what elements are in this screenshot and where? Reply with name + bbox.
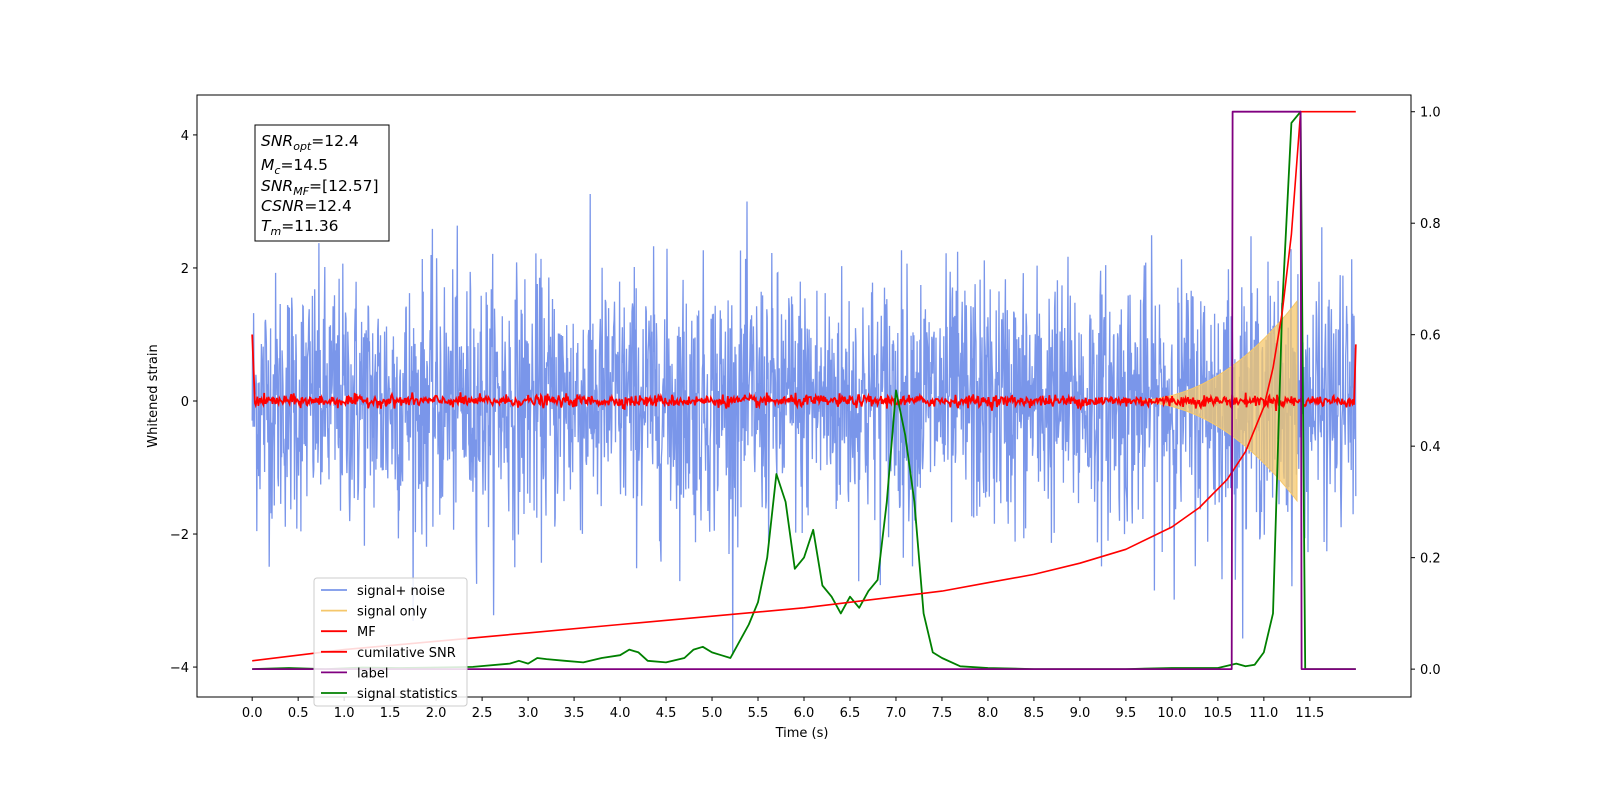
legend-label: signal statistics [357,687,458,702]
info-snr-opt: SNRopt=12.4 [261,132,359,153]
series-cumulative-snr [252,110,1356,662]
series-layer [251,110,1357,670]
x-tick-label: 7.5 [932,706,953,721]
x-tick-label: 5.5 [748,706,769,721]
legend-label: label [357,666,388,681]
y-tick-label: 0 [181,395,189,410]
x-tick-label: 0.0 [242,706,263,721]
x-tick-label: 7.0 [886,706,907,721]
y-tick-label: 4 [181,129,189,144]
info-tm-value: =11.36 [281,217,338,235]
y-axis-label: Whitened strain [146,344,161,447]
x-tick-label: 6.0 [794,706,815,721]
legend-label: MF [357,625,376,640]
y2-tick-label: 0.2 [1420,552,1441,567]
info-snr-mf: SNRMF=[12.57] [261,177,379,198]
info-snr-mf-value: =[12.57] [309,177,378,195]
x-tick-label: 2.0 [426,706,447,721]
info-csnr: CSNR=12.4 [261,197,352,215]
info-mc-value: =14.5 [280,156,328,174]
y2-tick-label: 0.4 [1420,440,1441,455]
series-signal-noise [251,193,1357,656]
x-axis-label: Time (s) [775,726,829,741]
x-tick-label: 5.0 [702,706,723,721]
x-tick-label: 9.0 [1070,706,1091,721]
x-tick-label: 8.5 [1024,706,1045,721]
x-tick-label: 1.0 [334,706,355,721]
x-tick-label: 11.0 [1249,706,1278,721]
x-tick-label: 4.0 [610,706,631,721]
info-snr-opt-value: =12.4 [311,132,359,150]
series-signal-statistics [252,110,1356,670]
x-tick-label: 10.5 [1203,706,1232,721]
x-tick-label: 2.5 [472,706,493,721]
x-tick-label: 4.5 [656,706,677,721]
info-box: SNRopt=12.4 Mc=14.5 SNRMF=[12.57] CSNR=1… [254,124,390,242]
y2-tick-label: 0.0 [1420,663,1441,678]
info-box-frame [254,124,390,242]
legend-frame [313,577,468,707]
y2-tick-label: 0.8 [1420,217,1441,232]
y2-tick-label: 1.0 [1420,106,1441,121]
info-csnr-value: =12.4 [304,197,352,215]
y2-tick-label: 0.6 [1420,329,1441,344]
info-tm: Tm=11.36 [261,217,339,238]
x-tick-label: 3.0 [518,706,539,721]
legend-label: signal only [357,605,427,620]
y-tick-label: 2 [181,262,189,277]
y-axis-ticks: 4 2 0 −2 −4 [170,129,197,676]
y-tick-label: −2 [170,528,189,543]
x-tick-label: 8.0 [978,706,999,721]
x-tick-label: 10.0 [1157,706,1186,721]
legend-label: cumilative SNR [357,646,456,661]
info-mc: Mc=14.5 [261,156,328,177]
x-tick-label: 3.5 [564,706,585,721]
legend-label: signal+ noise [357,584,445,599]
y-tick-label: −4 [170,661,189,676]
x-tick-label: 1.5 [380,706,401,721]
x-tick-label: 9.5 [1116,706,1137,721]
series-label [252,110,1356,670]
x-tick-label: 6.5 [840,706,861,721]
x-tick-label: 11.5 [1295,706,1324,721]
y2-axis-ticks: 1.0 0.8 0.6 0.4 0.2 0.0 [1411,106,1441,678]
x-axis-ticks: 0.0 0.5 1.0 1.5 2.0 2.5 3.0 3.5 4.0 4.5 5.0 5.5 6.0 6… [242,697,1324,721]
series-mf [251,334,1357,411]
x-tick-label: 0.5 [288,706,309,721]
legend: signal+ noise signal only MF cumilative SNR… [313,577,468,707]
